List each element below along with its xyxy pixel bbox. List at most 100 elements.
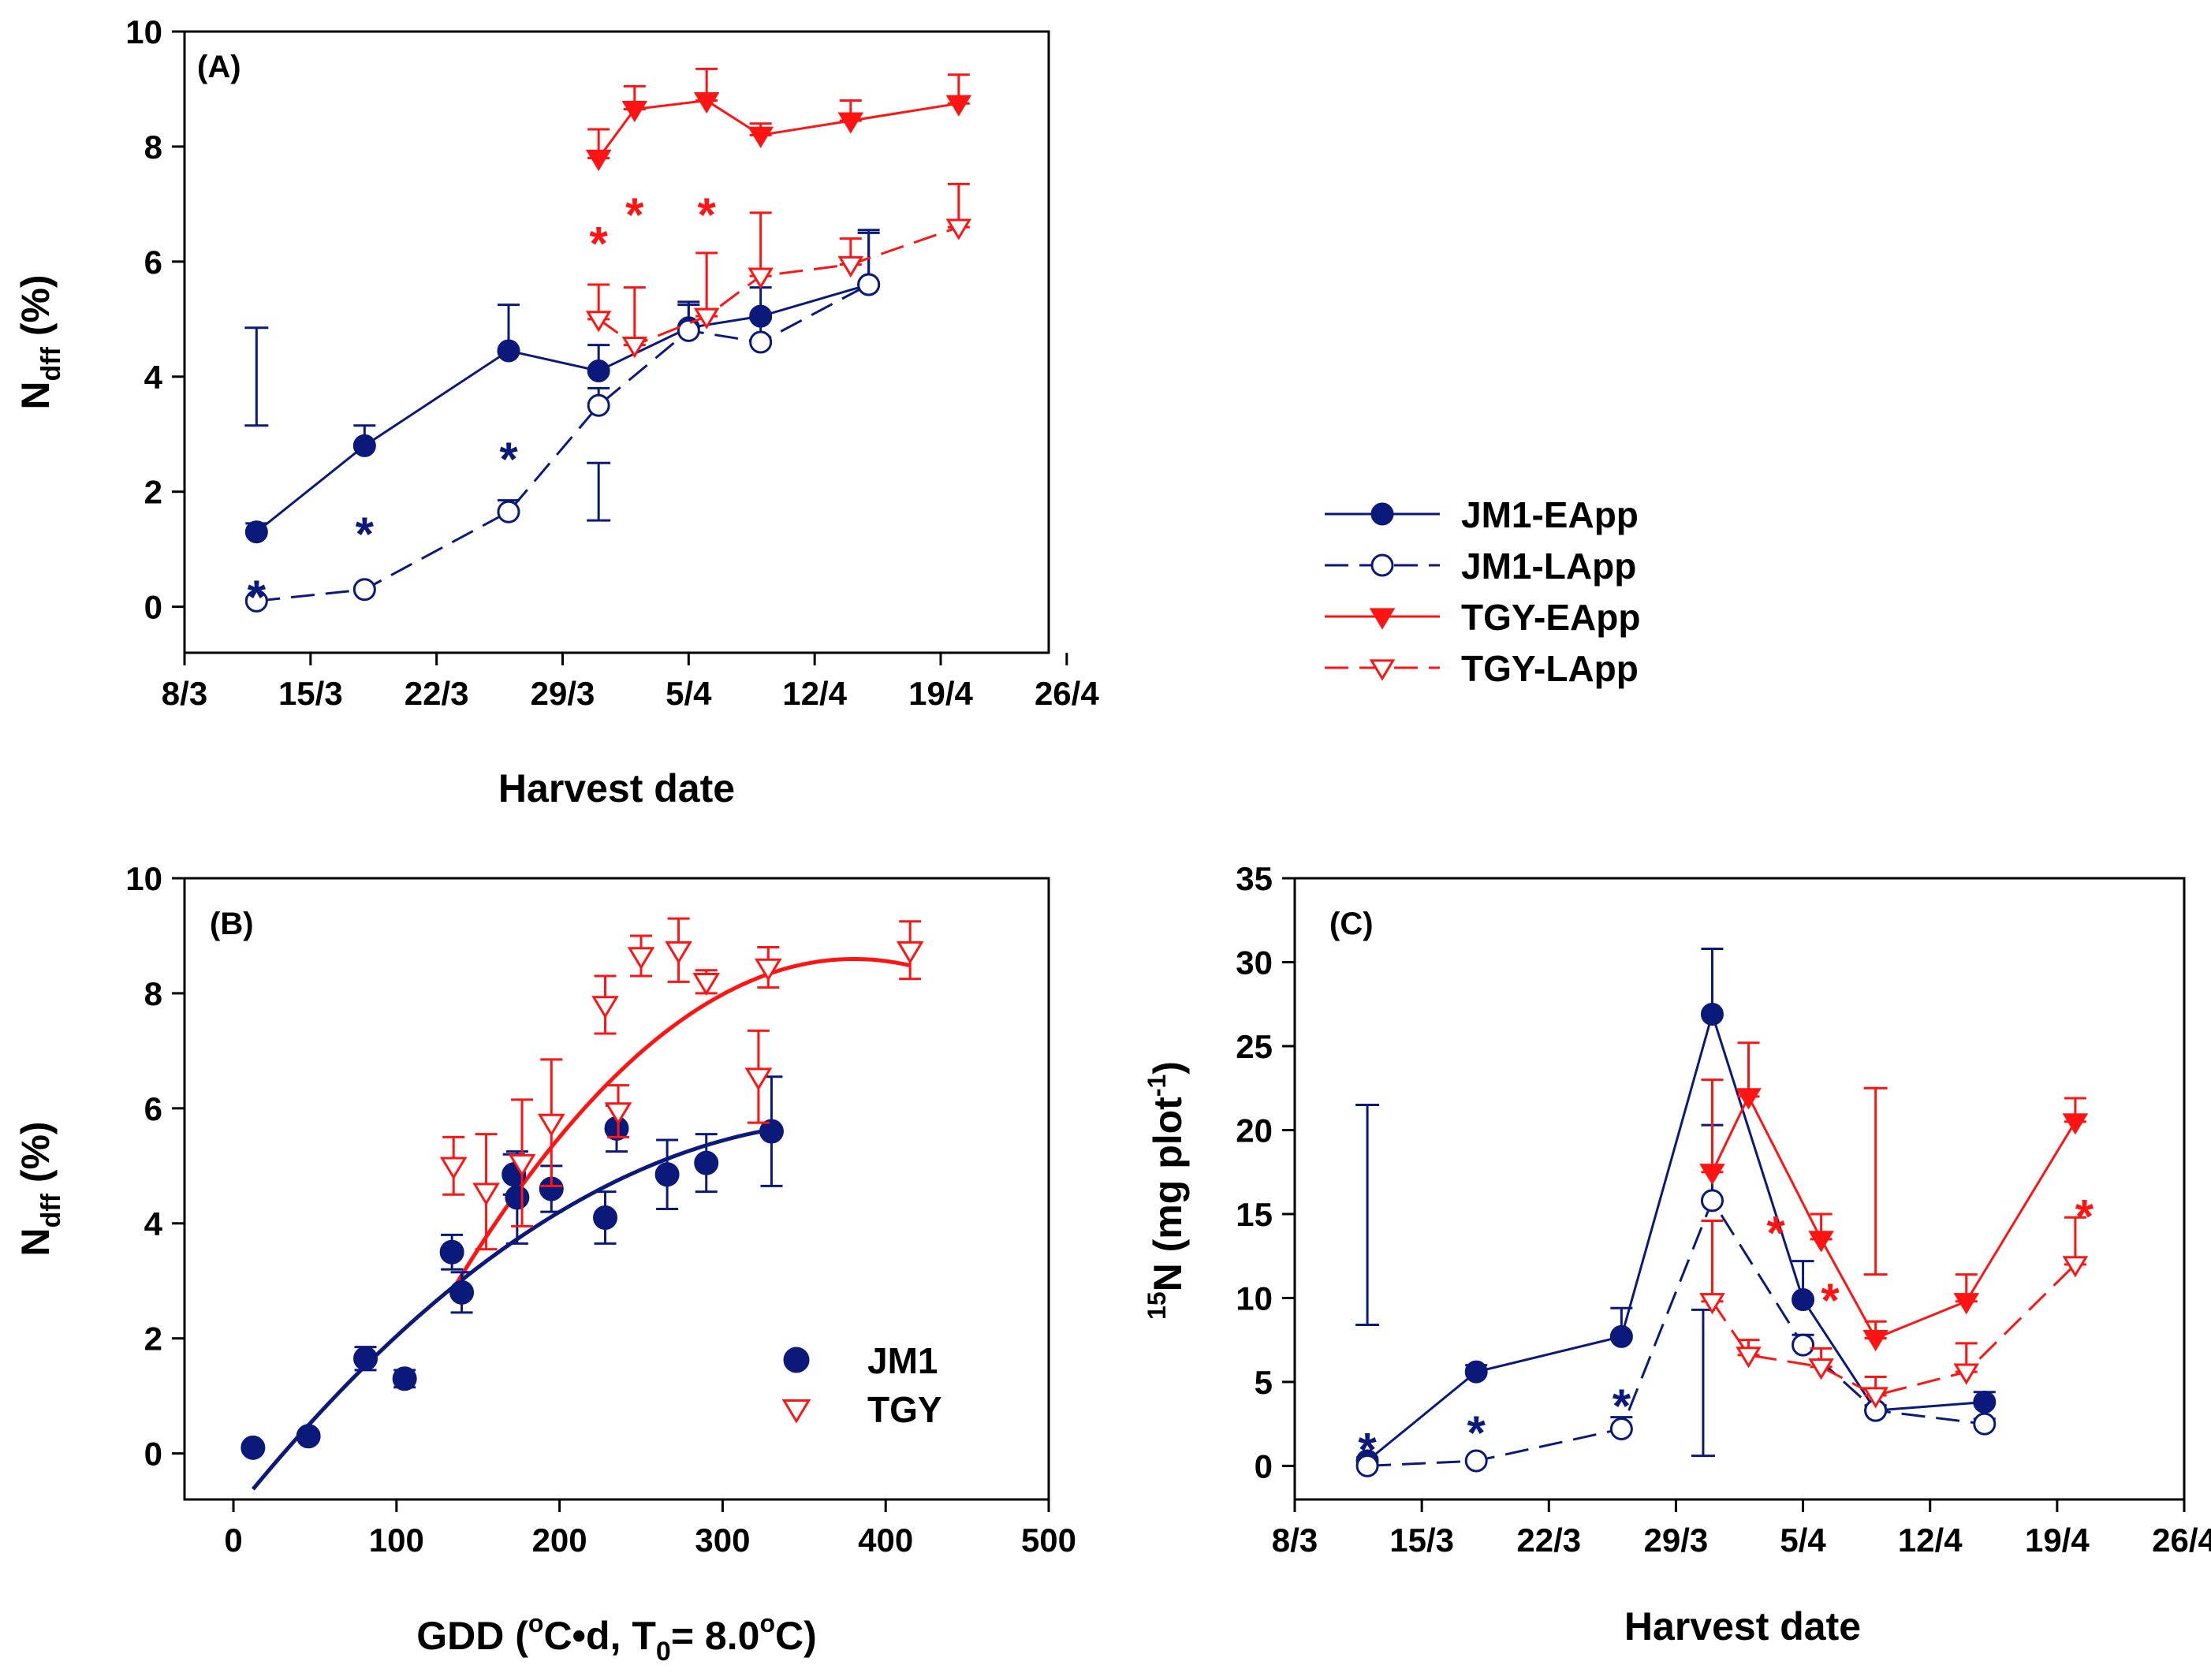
panel-a-xtick-label: 8/3 (162, 675, 207, 712)
panel-b-data-point (591, 996, 619, 1019)
panel-a-standalone-error-bar (587, 461, 611, 522)
panel-b-xtick-label: 500 (1021, 1522, 1076, 1559)
panel-b-series-tgy (439, 917, 924, 1251)
panel-c-data-point (1862, 1329, 1888, 1352)
panel-b-ytick-label: 2 (144, 1321, 162, 1358)
panel-a-ytick-label: 0 (144, 589, 162, 626)
panel-c-label: (C) (1329, 907, 1374, 941)
panel-a-data-point (497, 500, 520, 523)
panel-a-error-bar (749, 211, 772, 278)
panel-c-significance-marker: * (1766, 1207, 1785, 1260)
panel-c-ytick-label: 30 (1236, 944, 1273, 981)
panel-a-data-point (749, 330, 773, 354)
panel-c-data-point (1953, 1363, 1980, 1385)
panel-a-series-line (256, 283, 870, 602)
panel-b-data-point (694, 1150, 719, 1175)
panel-a-x-axis-title: Harvest date (498, 766, 735, 810)
panel-c-ytick-label: 20 (1236, 1112, 1273, 1149)
panel-a-ytick-label: 4 (144, 359, 163, 396)
panel-a-ytick-label: 2 (144, 474, 162, 511)
panel-b-data-point (439, 1239, 464, 1265)
panel-a-data-point (945, 95, 972, 117)
legend-label: JM1-LApp (1461, 546, 1636, 587)
panel-b-y-axis-title-main: N (13, 1227, 58, 1256)
panel-c-data-point (1355, 1454, 1379, 1477)
panel-b-xtick-label: 300 (695, 1522, 750, 1559)
panel-a-data-point (585, 311, 612, 333)
panel-c-data-point (1808, 1231, 1834, 1253)
panel-c-xtick-label: 8/3 (1272, 1522, 1318, 1559)
panel-b-data-point (449, 1280, 475, 1305)
panel-b-data-point (759, 1119, 784, 1144)
panel-b-series-jm1 (240, 1075, 784, 1460)
panel-a-y-axis-title-main: N (13, 381, 58, 409)
panel-a-data-point (587, 393, 610, 417)
panel-c-data-point (1736, 1347, 1762, 1369)
panel-b-data-point (744, 1067, 773, 1091)
panel-b-data-point (627, 947, 655, 970)
panel-a-data-point (621, 100, 648, 123)
panel-b-data-point (439, 1157, 468, 1180)
panel-c-significance-marker: * (1358, 1423, 1377, 1476)
panel-c-series-line (1711, 1263, 2076, 1397)
panel-b-data-point (296, 1424, 321, 1449)
panel-c-xtick-label: 26/4 (2152, 1522, 2211, 1559)
panel-b-legend-marker (781, 1399, 811, 1424)
panel-a-data-point (677, 318, 700, 342)
panel-b-data-point (604, 1102, 632, 1126)
panel-a-error-bar (623, 286, 646, 347)
panel-a-series-line (255, 283, 870, 533)
legend-marker (1370, 502, 1394, 526)
panel-b-legend-label: TGY (867, 1389, 942, 1430)
panel-c-y-axis-title-sup: 15 (1143, 1291, 1171, 1320)
panel-c: (C) 8/3 15/3 22/3 29/3 5/4 12/4 19/4 26/4 0 5 10 15… (1143, 860, 2211, 1648)
panel-c-ytick-label: 5 (1255, 1364, 1273, 1401)
panel-b-plot-area (240, 917, 924, 1491)
panel-b-y-axis-title-suffix: (%) (13, 1121, 58, 1194)
panel-b-x-axis-title-part: = 8.0 (671, 1614, 760, 1658)
panel-c-data-point (1792, 1333, 1815, 1357)
panel-c-standalone-error-bar (1355, 1104, 1380, 1327)
panel-a-xtick-label: 29/3 (531, 675, 595, 712)
panel-a-data-point (748, 126, 774, 148)
panel-a-data-point (621, 337, 648, 359)
panel-a-y-axis-title: Ndff (%) (13, 274, 66, 409)
panel-b-xtick-label: 400 (858, 1522, 913, 1559)
panel-c-series-line (1366, 1010, 1985, 1462)
panel-c-data-point (1609, 1324, 1633, 1348)
panel-c-x-axis-title: Harvest date (1624, 1604, 1861, 1648)
panel-c-significance-marker: * (1613, 1380, 1631, 1432)
panel-c-xtick-label: 5/4 (1780, 1522, 1826, 1559)
panel-a-series-jm1-eapp (244, 229, 881, 544)
panel-b-frame (183, 877, 1050, 1501)
panel-c-data-point (1808, 1358, 1834, 1380)
panel-c-significance-marker: * (1821, 1274, 1840, 1327)
panel-b-ytick-label: 0 (144, 1436, 162, 1473)
panel-b-ytick-label: 6 (144, 1090, 162, 1127)
panel-c-series-tgy-eapp (1699, 1041, 2089, 1352)
panel-b-data-point (654, 1162, 680, 1187)
panel-c-series-jm1-eapp (1355, 947, 1997, 1473)
panel-a-ytick-label: 8 (144, 129, 162, 166)
panel-c-data-point (2062, 1256, 2089, 1278)
panel-c-significance-marker: * (1467, 1406, 1486, 1459)
panel-b-data-point (472, 1183, 500, 1206)
panel-b-data-point (665, 941, 692, 964)
panel-b-x-axis-title-part: o (528, 1609, 544, 1637)
panel-a-series-tgy-eapp (585, 67, 972, 172)
panel-c-series-jm1-lapp (1355, 1123, 1997, 1477)
panel-b-data-point (508, 1153, 536, 1177)
panel-a-data-point (693, 91, 720, 114)
panel-a-series-line (597, 99, 960, 159)
panel-b-xtick-label: 100 (369, 1522, 424, 1559)
panel-c-data-point (1736, 1088, 1762, 1110)
panel-a-xtick-label: 26/4 (1035, 675, 1099, 712)
legend-marker (1369, 659, 1396, 681)
panel-c-data-point (1862, 1387, 1888, 1409)
panel-a-ytick-label: 6 (144, 244, 162, 281)
panel-a-series-tgy-lapp (585, 182, 972, 359)
panel-b-x-axis-title: GDD (oC•d, T0= 8.0oC) (416, 1609, 817, 1667)
panel-c-ytick-label: 0 (1255, 1447, 1273, 1484)
panel-a-y-axis-title-suffix: (%) (13, 274, 58, 347)
